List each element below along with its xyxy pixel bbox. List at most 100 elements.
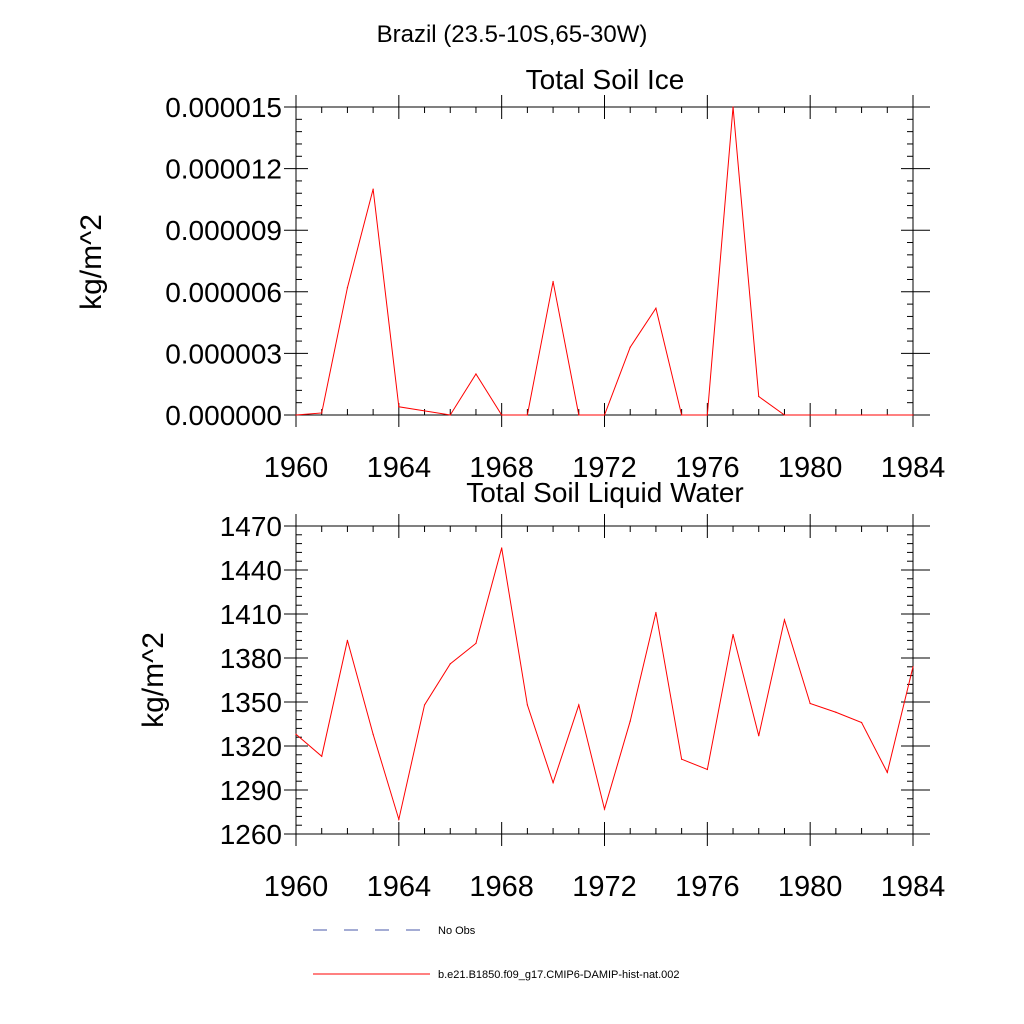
- x-tick-label: 1972: [572, 871, 637, 903]
- data-point: [346, 287, 349, 289]
- legend: No Obs b.e21.B1850.f09_g17.CMIP6-DAMIP-h…: [313, 925, 680, 981]
- x-tick-label: 1964: [367, 871, 432, 903]
- x-tick-label: 1960: [264, 452, 329, 484]
- data-point: [321, 412, 323, 414]
- legend-no-obs-label: No Obs: [438, 925, 476, 937]
- x-tick-label: 1968: [469, 452, 534, 484]
- data-point: [835, 414, 837, 416]
- data-point: [783, 414, 786, 416]
- data-point: [860, 721, 863, 724]
- panel-soil-ice: Total Soil Ice kg/m^2 0.0000000.0000030.…: [75, 64, 945, 484]
- y-tick-label: 1260: [220, 819, 282, 850]
- data-point: [398, 406, 400, 408]
- y-tick-label: 0.000000: [165, 400, 282, 431]
- plot-frame: [295, 106, 914, 416]
- data-point: [295, 414, 297, 416]
- data-point: [655, 307, 657, 309]
- series-line: [295, 547, 914, 822]
- data-point: [552, 280, 554, 283]
- panel-title: Total Soil Liquid Water: [466, 477, 744, 508]
- data-point: [629, 346, 631, 348]
- y-tick-label: 1470: [220, 511, 282, 542]
- data-point: [578, 414, 580, 416]
- data-point: [860, 414, 863, 416]
- panel-title: Total Soil Ice: [526, 64, 685, 95]
- x-tick-label: 1972: [572, 452, 637, 484]
- data-point: [706, 768, 708, 771]
- data-point: [501, 547, 503, 549]
- y-tick-label: 0.000003: [165, 338, 282, 369]
- data-point: [886, 414, 888, 416]
- data-point: [449, 414, 451, 416]
- data-point: [809, 702, 811, 705]
- data-point: [372, 188, 374, 190]
- data-point: [886, 771, 888, 774]
- data-point: [783, 619, 786, 621]
- y-tick-label: 0.000006: [165, 277, 282, 308]
- panel-soil-liquid-water: Total Soil Liquid Water kg/m^2 126012901…: [137, 477, 945, 903]
- y-tick-label: 1410: [220, 599, 282, 630]
- data-point: [912, 414, 914, 416]
- x-tick-labels: 1960 1964 1968 1972 1976 1980 1984: [264, 452, 946, 484]
- figure-title: Brazil (23.5-10S,65-30W): [377, 21, 648, 48]
- y-tick-label: 0.000009: [165, 215, 282, 246]
- data-point: [526, 704, 528, 706]
- y-tick-label: 1380: [220, 643, 282, 674]
- data-point: [346, 639, 349, 642]
- y-tick-label: 1290: [220, 775, 282, 806]
- x-tick-label: 1976: [675, 871, 740, 903]
- x-tick-label: 1980: [778, 452, 843, 484]
- minor-ticks: [296, 526, 913, 834]
- major-ticks: [284, 95, 930, 427]
- data-point: [423, 410, 426, 412]
- y-tick-label: 1350: [220, 687, 282, 718]
- data-point: [655, 611, 657, 614]
- data-point: [758, 735, 760, 737]
- data-point: [526, 414, 528, 416]
- legend-model-label: b.e21.B1850.f09_g17.CMIP6-DAMIP-hist-nat…: [438, 969, 680, 981]
- x-tick-label: 1964: [367, 452, 432, 484]
- y-tick-label: 1320: [220, 731, 282, 762]
- data-point: [629, 720, 631, 722]
- data-point: [681, 758, 683, 760]
- x-tick-label: 1960: [264, 871, 329, 903]
- data-point: [578, 704, 580, 706]
- data-point: [809, 414, 811, 416]
- data-point: [552, 782, 554, 784]
- data-point: [423, 704, 426, 706]
- data-point: [706, 414, 708, 416]
- x-tick-label: 1968: [469, 871, 534, 903]
- series-lines: [295, 547, 914, 822]
- x-tick-labels: 1960 1964 1968 1972 1976 1980 1984: [264, 871, 946, 903]
- y-tick-labels: 1260 1290 1320 1350 1380 1410 1440 1470: [220, 511, 282, 850]
- data-point: [732, 106, 734, 108]
- x-tick-label: 1984: [881, 452, 946, 484]
- x-tick-label: 1984: [881, 871, 946, 903]
- data-point: [475, 642, 477, 644]
- y-axis-label: kg/m^2: [137, 632, 170, 728]
- x-tick-label: 1976: [675, 452, 740, 484]
- data-point: [835, 711, 837, 713]
- data-point: [681, 414, 683, 416]
- series-lines: [295, 106, 914, 416]
- major-ticks: [284, 514, 930, 846]
- data-point: [295, 733, 297, 735]
- y-tick-label: 0.000015: [165, 92, 282, 123]
- plot-frame: [295, 525, 914, 835]
- data-point: [501, 414, 503, 416]
- series-line: [295, 106, 913, 416]
- y-tick-label: 1440: [220, 555, 282, 586]
- data-point: [398, 818, 400, 820]
- y-tick-labels: 0.000000 0.000003 0.000006 0.000009 0.000012…: [165, 92, 282, 431]
- data-point: [758, 395, 760, 398]
- x-tick-label: 1980: [778, 871, 843, 903]
- data-point: [732, 633, 734, 636]
- y-axis-label: kg/m^2: [75, 214, 108, 310]
- data-point: [912, 666, 914, 668]
- data-point: [321, 755, 323, 757]
- data-point: [372, 733, 374, 735]
- data-point: [449, 663, 451, 665]
- y-tick-label: 0.000012: [165, 154, 282, 185]
- data-point: [475, 373, 477, 375]
